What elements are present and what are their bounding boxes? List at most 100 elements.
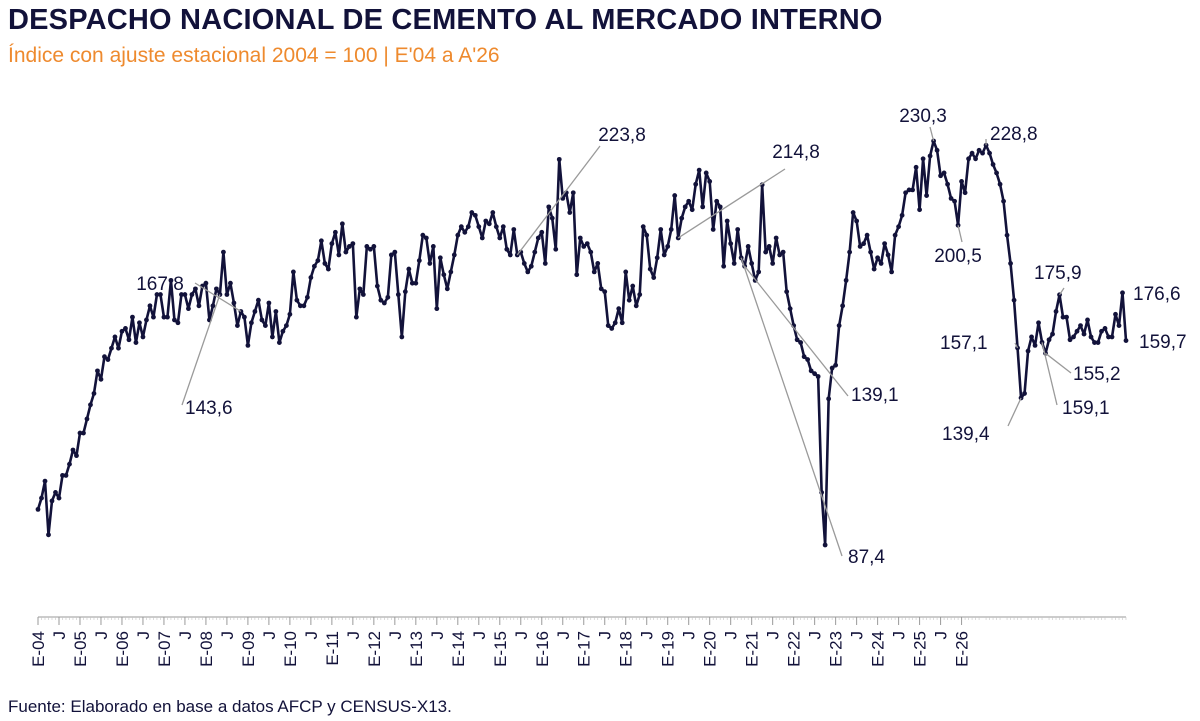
data-point	[696, 167, 702, 173]
data-point	[850, 210, 856, 215]
data-point	[623, 269, 629, 275]
data-label: 155,2	[1073, 364, 1121, 385]
data-point	[228, 280, 233, 286]
data-point	[525, 269, 531, 275]
data-point	[731, 261, 737, 266]
data-point	[798, 340, 804, 345]
data-label: 167,8	[136, 274, 184, 295]
data-point	[60, 473, 65, 478]
data-point	[179, 292, 184, 297]
data-point	[221, 249, 226, 255]
data-point	[934, 147, 940, 153]
annotation-leader	[181, 294, 221, 406]
data-point	[1081, 331, 1087, 337]
data-point	[395, 292, 401, 297]
data-point	[1078, 323, 1083, 329]
data-point	[1029, 334, 1034, 340]
data-point	[721, 263, 727, 269]
data-point	[567, 210, 573, 215]
x-tick-label: E-20	[701, 631, 720, 667]
data-point	[504, 246, 510, 252]
data-point	[182, 292, 188, 297]
data-point	[1113, 311, 1118, 317]
x-tick-label: E-12	[365, 631, 384, 667]
data-point	[360, 292, 366, 297]
data-point	[476, 224, 482, 230]
data-point	[35, 506, 41, 512]
x-tick-label: E-11	[323, 631, 342, 666]
data-point	[388, 252, 394, 258]
data-point	[1109, 334, 1115, 340]
data-point	[976, 147, 982, 153]
data-point	[214, 286, 219, 292]
x-tick-label: J	[722, 631, 741, 640]
annotation-leader	[957, 225, 963, 243]
data-label: 200,5	[934, 246, 982, 267]
data-point	[172, 317, 177, 323]
data-label: 139,1	[851, 385, 899, 406]
data-point	[542, 261, 548, 266]
data-point	[749, 261, 755, 266]
data-point	[301, 303, 307, 309]
data-point	[598, 286, 604, 292]
data-point	[661, 252, 667, 258]
data-point	[280, 328, 286, 334]
data-point	[1001, 198, 1006, 204]
data-point	[917, 207, 922, 213]
data-point	[724, 218, 730, 224]
data-point	[315, 258, 321, 263]
data-point	[1123, 338, 1129, 343]
data-point	[46, 532, 51, 538]
data-point	[717, 204, 723, 210]
data-point	[493, 224, 499, 230]
x-tick-label: J	[344, 631, 363, 640]
x-tick-label: J	[176, 631, 195, 640]
x-tick-label: E-16	[533, 631, 552, 667]
data-point	[123, 326, 128, 331]
data-point	[95, 368, 100, 374]
data-point	[840, 303, 846, 309]
data-point	[332, 229, 338, 235]
data-point	[448, 269, 454, 275]
data-point	[371, 244, 377, 249]
data-point	[259, 317, 265, 323]
data-point	[665, 244, 671, 249]
data-point	[1092, 340, 1097, 345]
data-point	[539, 229, 545, 235]
x-tick-label: J	[680, 631, 699, 640]
annotation-leader	[516, 145, 601, 256]
data-label: 159,1	[1062, 398, 1110, 419]
x-tick-label: E-10	[281, 631, 300, 667]
chart-title: DESPACHO NACIONAL DE CEMENTO AL MERCADO …	[8, 4, 883, 36]
data-point	[822, 542, 828, 548]
data-label: 230,3	[899, 106, 947, 127]
data-point	[297, 303, 303, 309]
data-point	[693, 181, 699, 187]
data-point	[168, 277, 174, 283]
data-point	[682, 204, 688, 210]
x-tick-label: E-21	[743, 631, 762, 667]
data-point	[224, 292, 230, 297]
data-point	[444, 286, 450, 292]
data-point	[924, 193, 929, 198]
data-point	[738, 255, 744, 261]
data-point	[948, 195, 954, 201]
x-tick-label: E-23	[827, 631, 846, 667]
data-point	[546, 204, 552, 210]
annotation-leader	[1007, 397, 1022, 427]
data-label: 159,7	[1139, 332, 1187, 353]
data-point	[591, 269, 597, 275]
x-tick-label: E-04	[29, 631, 48, 667]
data-point	[409, 280, 415, 286]
x-axis: E-04 J E-05 J E-06 J E-07 J E-08 J E-09 J E-10 J E-11 J…	[29, 616, 1127, 667]
data-point	[1011, 297, 1017, 303]
data-point	[612, 320, 618, 326]
data-point	[651, 275, 657, 280]
data-point	[249, 320, 254, 326]
data-point	[322, 261, 328, 266]
data-point	[479, 235, 485, 241]
data-point	[350, 241, 356, 247]
data-point	[815, 374, 821, 379]
data-point	[308, 275, 314, 280]
data-point	[469, 210, 475, 215]
